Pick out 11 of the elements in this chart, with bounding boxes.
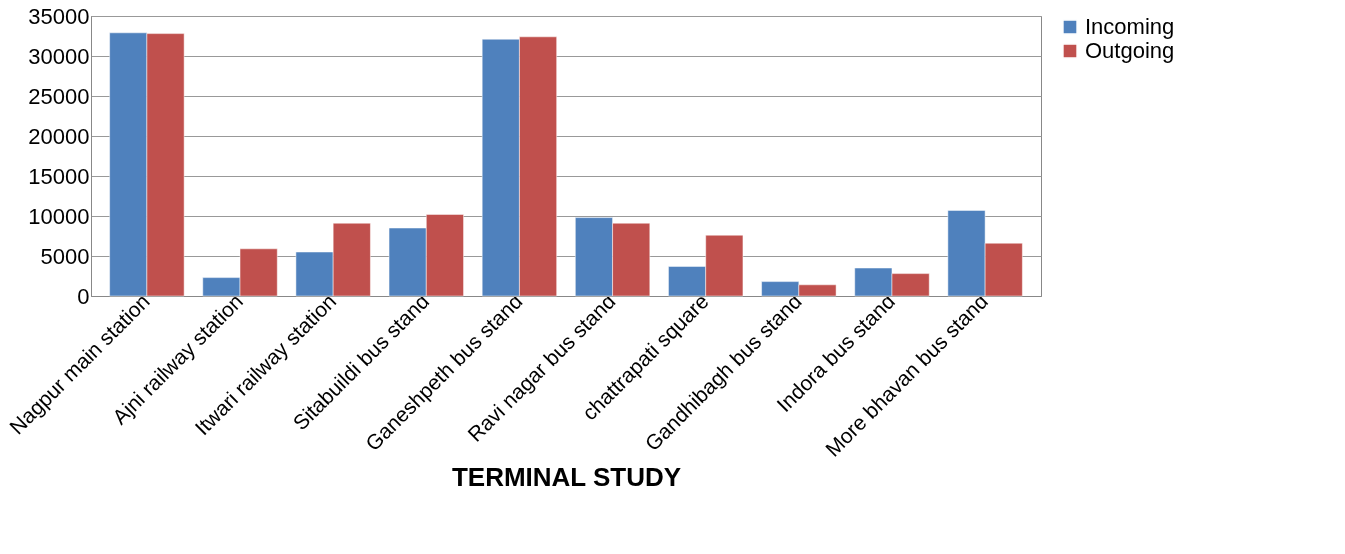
y-tick-label: 20000 — [28, 123, 90, 149]
y-tick-label: 10000 — [28, 203, 90, 229]
y-tick-label: 0 — [77, 283, 90, 309]
x-axis-title: TERMINAL STUDY — [451, 461, 682, 492]
legend-label: Incoming — [1085, 14, 1175, 39]
legend-label: Outgoing — [1085, 38, 1175, 63]
y-tick-label: 25000 — [28, 83, 90, 109]
y-tick-label: 30000 — [28, 43, 90, 69]
y-tick-label: 15000 — [28, 163, 90, 189]
y-tick-label: 35000 — [28, 3, 90, 29]
y-tick-label: 5000 — [40, 243, 90, 269]
